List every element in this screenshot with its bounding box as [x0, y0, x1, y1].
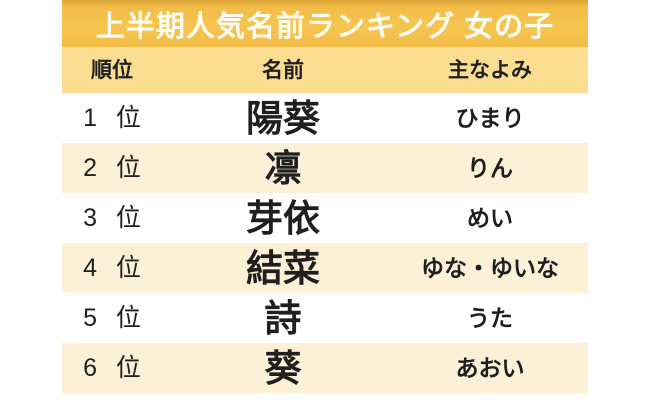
reading-cell: ひまり — [455, 104, 525, 131]
table-row: 4 位 結菜 ゆな・ゆいな — [62, 243, 588, 293]
reading-cell: うた — [467, 304, 513, 331]
rank-cell: 2 位 — [83, 153, 141, 182]
table-row: 2 位 凛 りん — [62, 143, 588, 193]
reading-cell: あおい — [455, 354, 525, 381]
rank-cell: 4 位 — [83, 253, 141, 282]
name-cell: 葵 — [264, 347, 302, 389]
page-title: 上半期人気名前ランキング 女の子 — [95, 10, 555, 43]
name-cell: 芽依 — [246, 197, 320, 239]
table-header-row: 順位 名前 主なよみ — [62, 47, 588, 93]
column-header-rank: 順位 — [91, 58, 133, 82]
rank-cell: 3 位 — [83, 203, 141, 232]
column-header-reading: 主なよみ — [448, 58, 532, 82]
rank-cell: 6 位 — [83, 353, 141, 382]
name-cell: 詩 — [264, 297, 302, 339]
rank-cell: 1 位 — [83, 103, 141, 132]
reading-cell: りん — [467, 154, 513, 181]
reading-cell: ゆな・ゆいな — [421, 254, 559, 281]
table-row: 6 位 葵 あおい — [62, 343, 588, 393]
name-cell: 凛 — [264, 147, 302, 189]
table-row: 3 位 芽依 めい — [62, 193, 588, 243]
title-bar: 上半期人気名前ランキング 女の子 — [62, 0, 588, 47]
reading-cell: めい — [467, 204, 513, 231]
name-cell: 結菜 — [246, 247, 320, 289]
girls-name-ranking-table: 上半期人気名前ランキング 女の子 順位 名前 主なよみ 1 位 陽葵 ひまり 2… — [62, 0, 588, 393]
column-header-name: 名前 — [262, 58, 304, 82]
table-row: 5 位 詩 うた — [62, 293, 588, 343]
rank-cell: 5 位 — [83, 303, 141, 332]
table-row: 1 位 陽葵 ひまり — [62, 93, 588, 143]
name-cell: 陽葵 — [246, 97, 320, 139]
